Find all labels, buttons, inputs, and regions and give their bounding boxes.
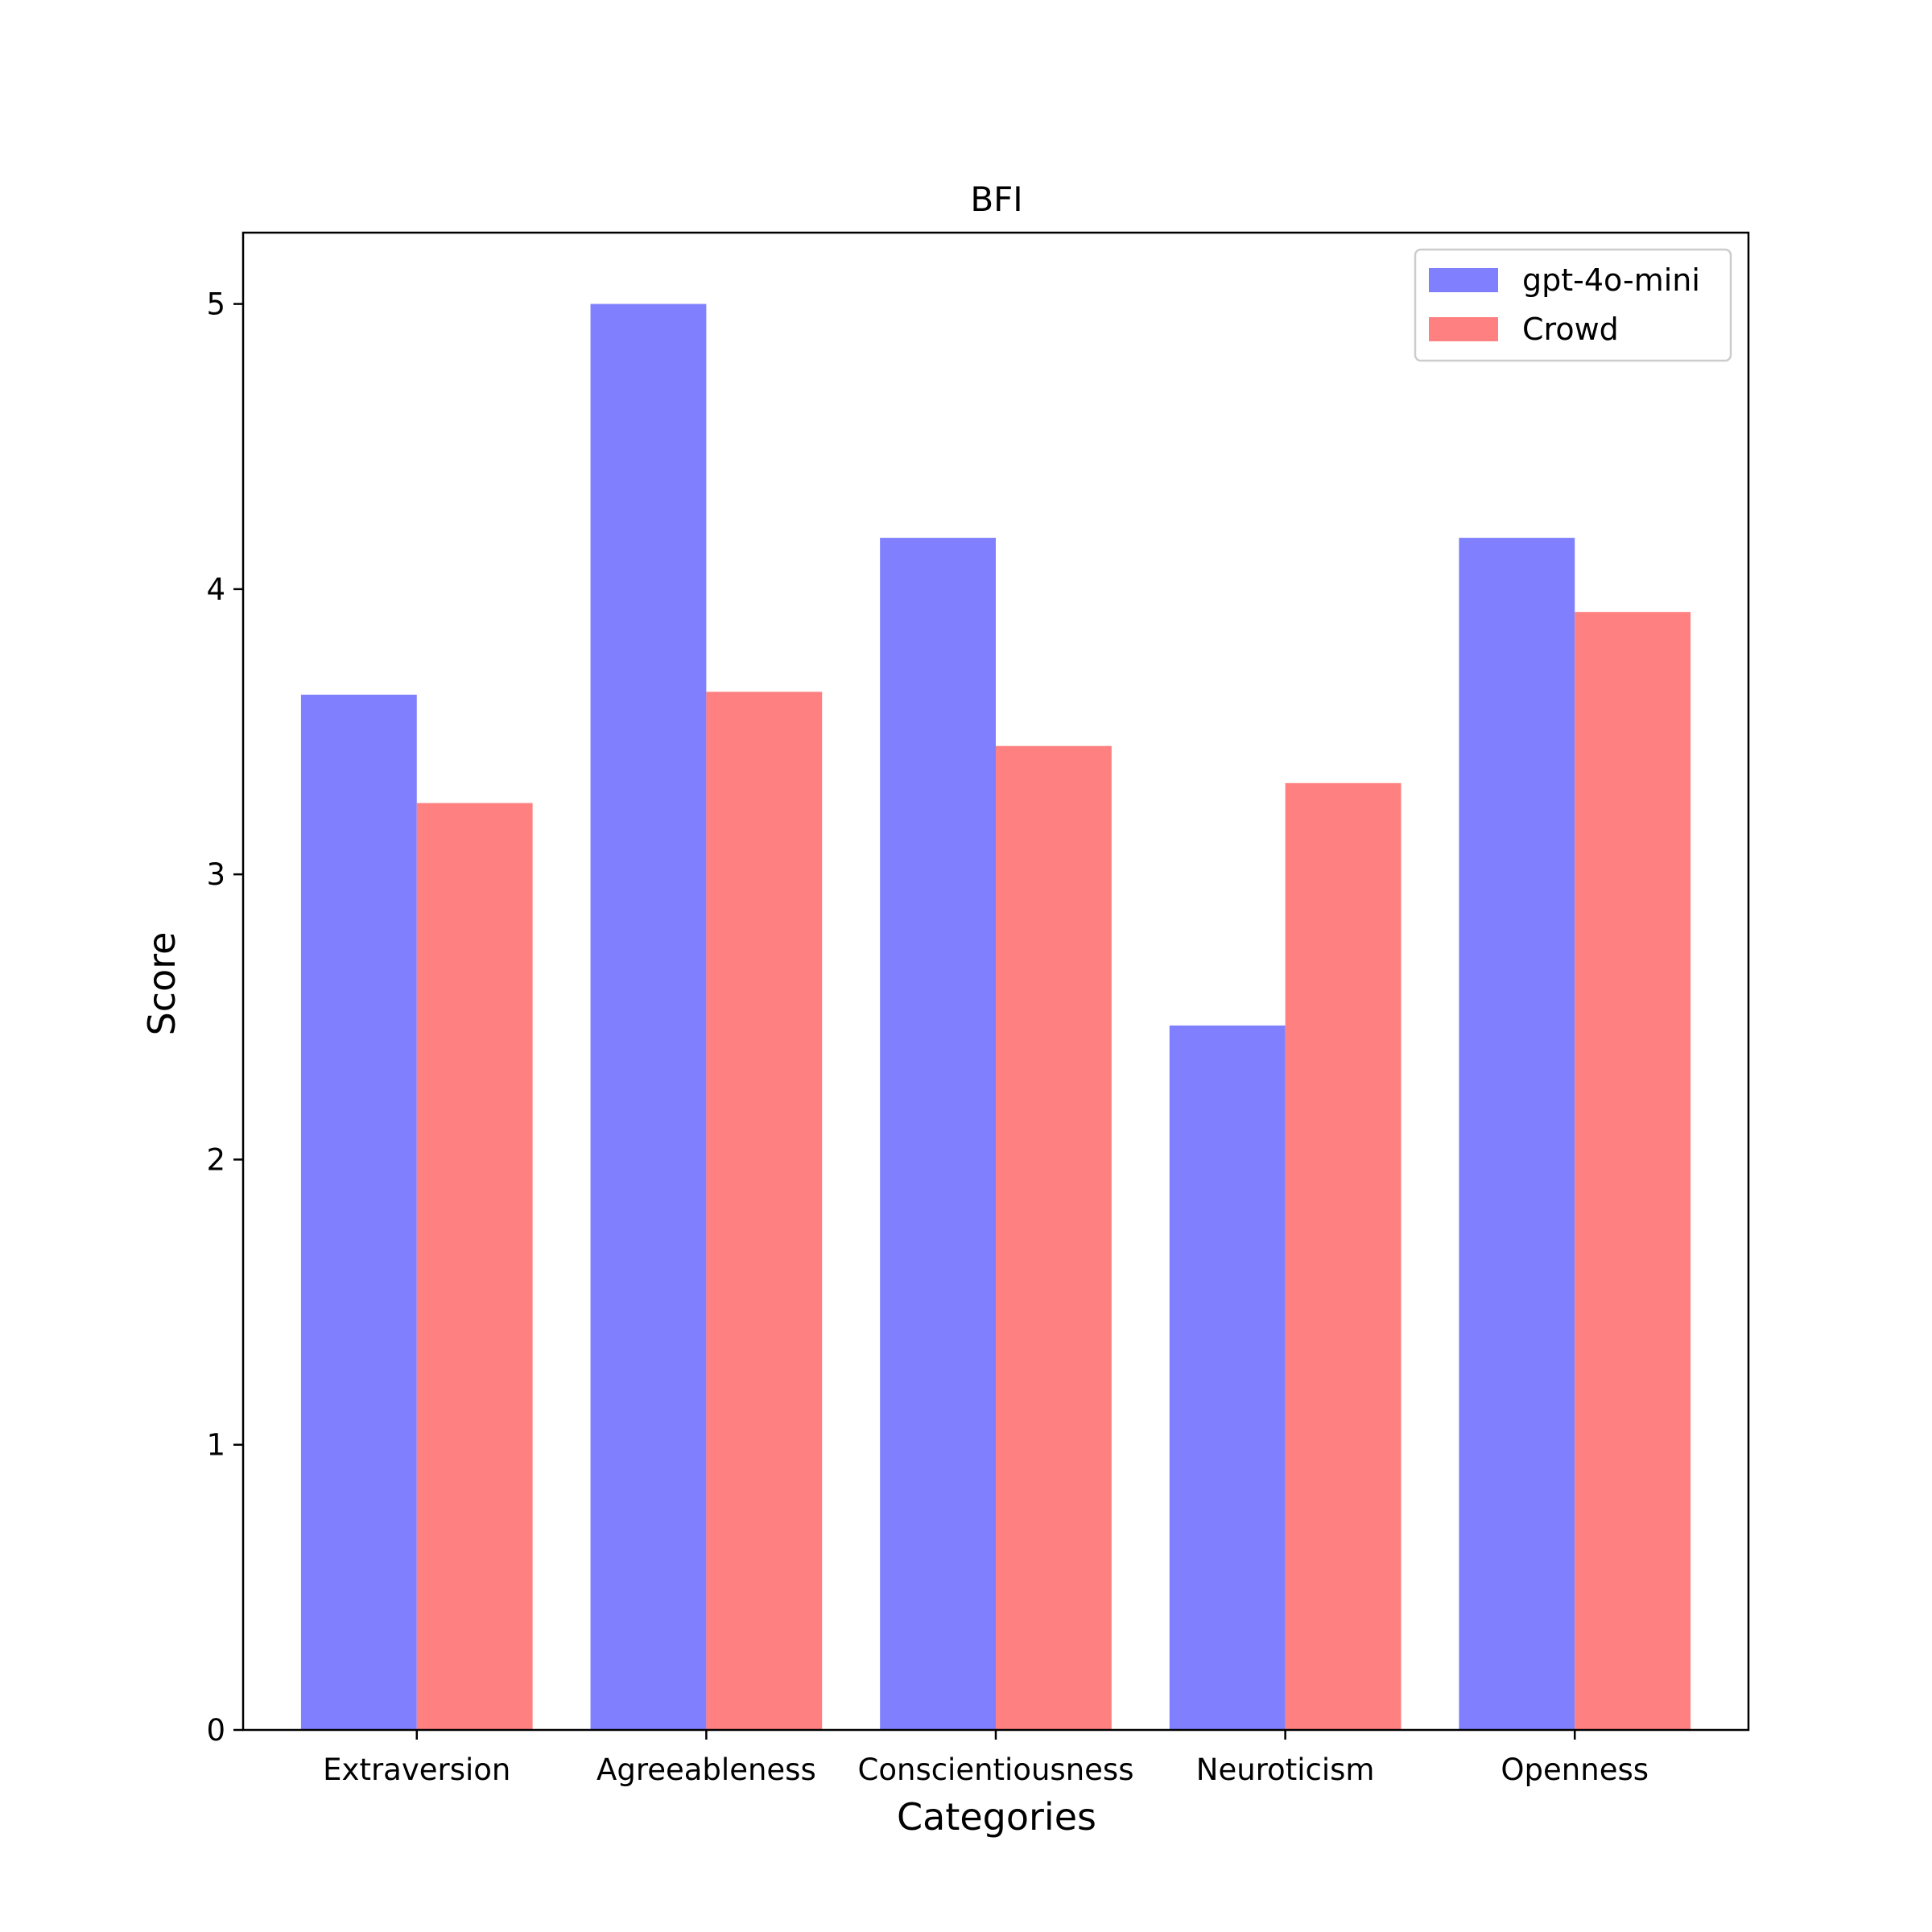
x-axis-label: Categories bbox=[897, 1795, 1096, 1839]
y-tick-label: 3 bbox=[206, 857, 225, 892]
y-tick-label: 5 bbox=[206, 287, 225, 322]
y-tick-label: 1 bbox=[206, 1428, 225, 1463]
bar-crowd-openness bbox=[1575, 612, 1691, 1731]
legend-label-gpt-4o-mini: gpt-4o-mini bbox=[1522, 262, 1700, 298]
bar-gpt-4o-mini-conscientiousness bbox=[880, 538, 996, 1730]
bar-gpt-4o-mini-extraversion bbox=[300, 694, 417, 1730]
y-tick-label: 4 bbox=[206, 572, 225, 607]
legend-swatch-gpt-4o-mini bbox=[1429, 268, 1498, 292]
x-tick-label-neuroticism: Neuroticism bbox=[1196, 1752, 1375, 1787]
bar-crowd-neuroticism bbox=[1285, 782, 1402, 1730]
x-tick-label-extraversion: Extraversion bbox=[323, 1752, 510, 1787]
legend-label-crowd: Crowd bbox=[1522, 312, 1619, 347]
bar-crowd-conscientiousness bbox=[996, 745, 1112, 1730]
bars-layer bbox=[300, 303, 1691, 1731]
y-axis-label: Score bbox=[140, 932, 184, 1036]
legend: gpt-4o-mini Crowd bbox=[1414, 248, 1732, 362]
x-tick-label-agreeableness: Agreeableness bbox=[597, 1752, 816, 1787]
y-tick-label: 0 bbox=[206, 1713, 225, 1748]
bar-gpt-4o-mini-openness bbox=[1459, 538, 1575, 1730]
bar-gpt-4o-mini-neuroticism bbox=[1169, 1025, 1286, 1730]
bar-crowd-extraversion bbox=[416, 803, 533, 1730]
bar-gpt-4o-mini-agreeableness bbox=[590, 303, 707, 1731]
x-axis-ticks: Extraversion Agreeableness Conscientiousne… bbox=[323, 1730, 1649, 1787]
legend-swatch-crowd bbox=[1429, 317, 1498, 341]
y-tick-label: 2 bbox=[206, 1142, 225, 1177]
y-axis-ticks: 0 1 2 3 4 5 bbox=[206, 287, 243, 1748]
bar-crowd-agreeableness bbox=[706, 691, 823, 1730]
chart-title: BFI bbox=[970, 180, 1022, 219]
x-tick-label-openness: Openness bbox=[1501, 1752, 1649, 1787]
x-tick-label-conscientiousness: Conscientiousness bbox=[858, 1752, 1134, 1787]
